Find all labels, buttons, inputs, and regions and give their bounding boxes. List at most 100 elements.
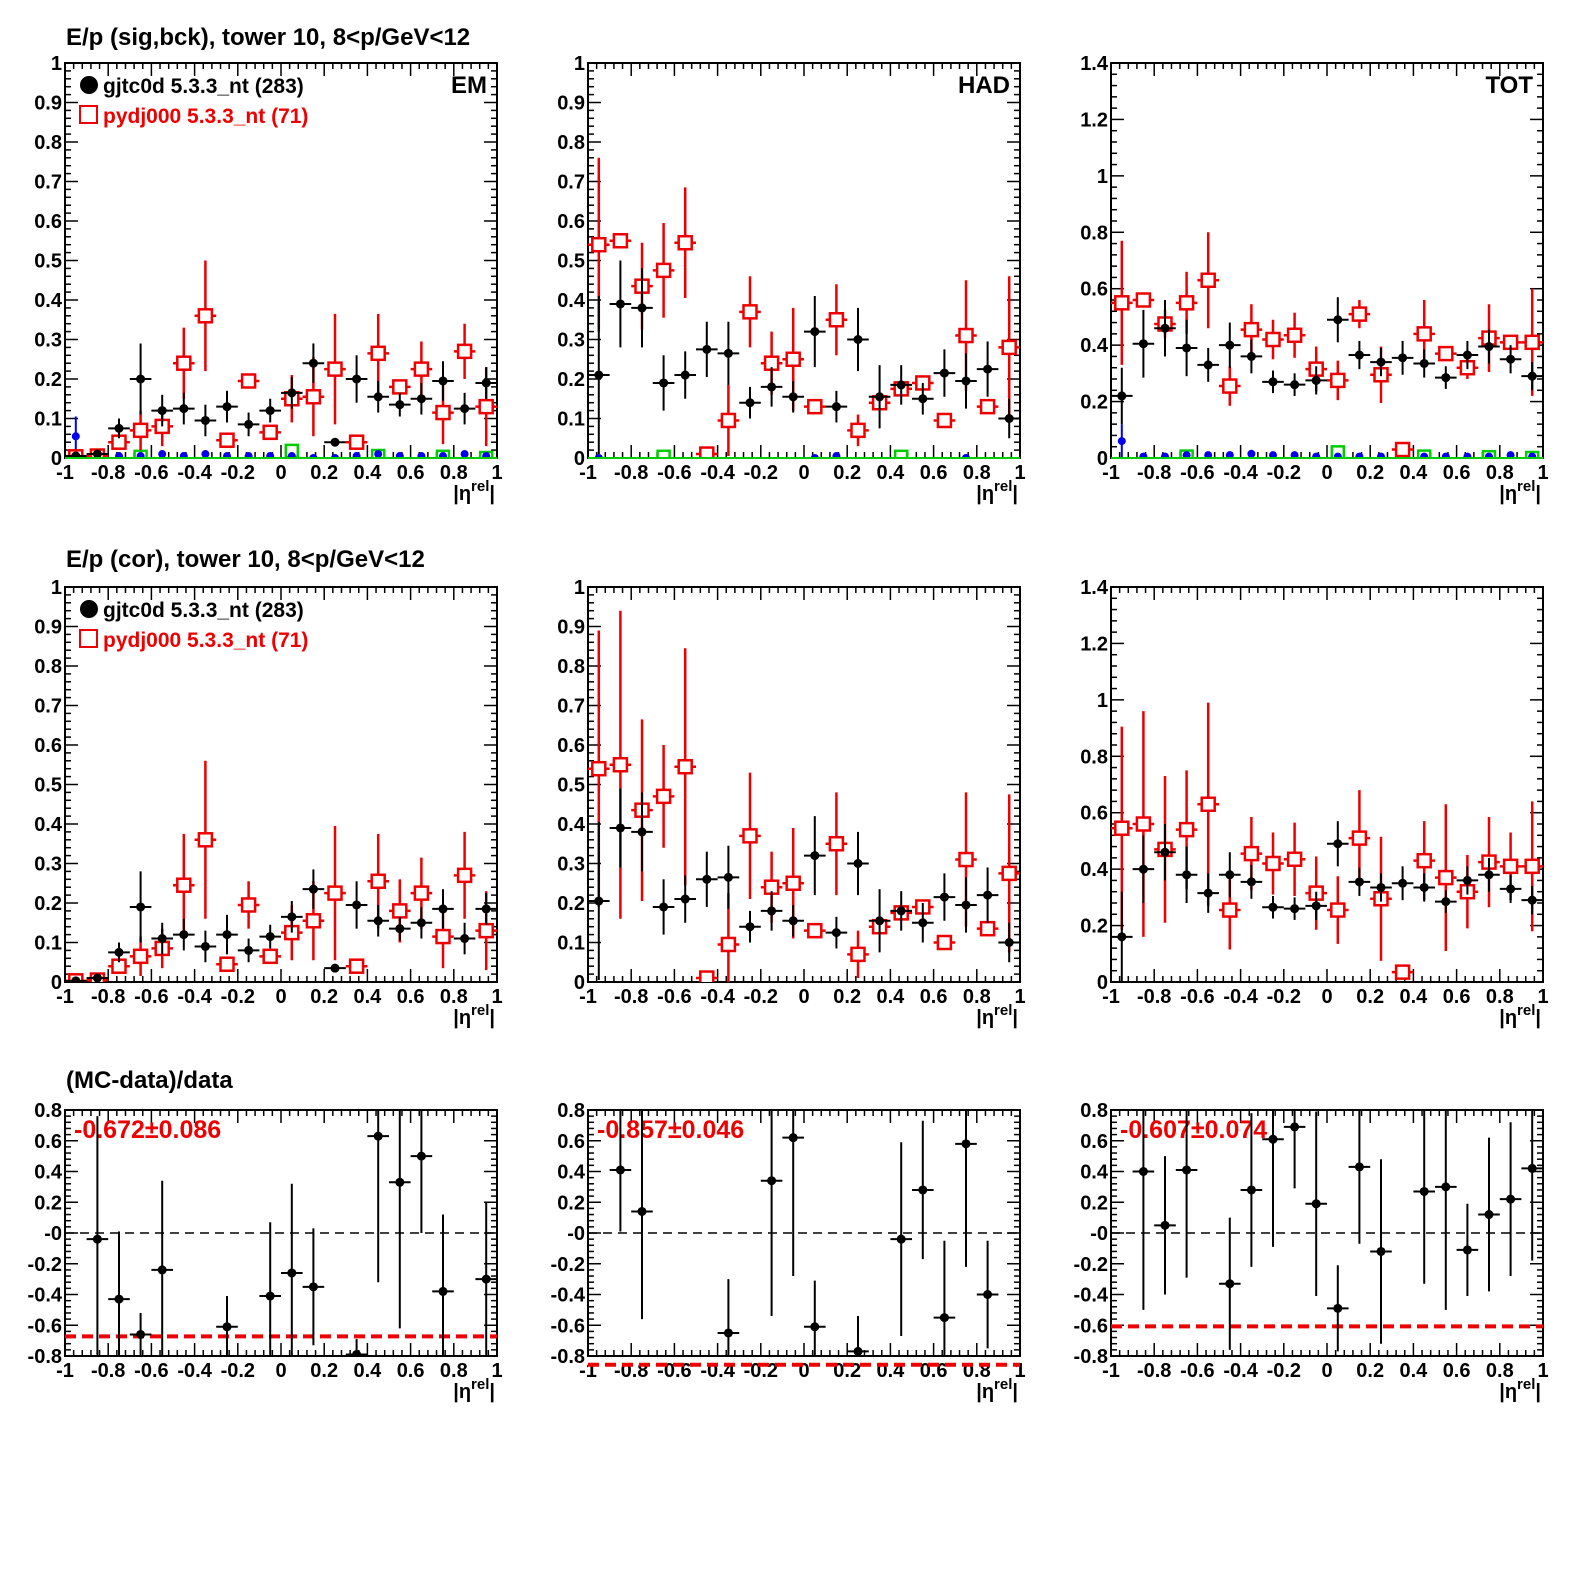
point-data	[1132, 309, 1155, 378]
data-marker	[1527, 1163, 1537, 1173]
data-marker	[244, 419, 254, 429]
mc-marker	[305, 913, 322, 929]
x-tick-label: -0.8	[1137, 462, 1171, 484]
point-data	[86, 1116, 109, 1356]
point-data	[281, 377, 303, 409]
data-marker	[1268, 902, 1278, 912]
point-data	[1154, 824, 1176, 881]
data-marker	[330, 963, 340, 973]
x-axis-title-sup: rel	[1517, 478, 1535, 495]
data-marker	[1376, 882, 1386, 892]
point-data	[410, 906, 433, 939]
mc-marker	[807, 398, 823, 415]
data-marker	[200, 415, 210, 425]
mc-marker	[1351, 830, 1368, 846]
x-tick-label: 1	[491, 1360, 502, 1382]
data-marker	[114, 423, 124, 433]
x-tick-label: 1	[491, 986, 502, 1008]
y-tick-label: 0.3	[557, 854, 585, 876]
data-marker	[1376, 357, 1386, 367]
x-axis-title-main: |η	[976, 1007, 994, 1029]
y-tick-label: -0	[44, 1223, 62, 1245]
y-tick-label: 0	[51, 448, 62, 470]
mc-marker	[655, 262, 672, 279]
mc-marker	[936, 934, 953, 951]
point-data	[173, 392, 195, 425]
data-marker	[222, 930, 232, 940]
point-data	[976, 867, 999, 923]
data-marker	[373, 916, 383, 926]
x-tick-label: 0.8	[440, 1360, 468, 1382]
data-marker	[179, 404, 189, 414]
point-data	[760, 1110, 783, 1317]
point-data	[1435, 1110, 1457, 1310]
mc-marker	[348, 434, 365, 450]
y-tick-label: 0.6	[1080, 279, 1108, 301]
series-layer	[588, 157, 1020, 458]
y-tick-label: 0.6	[34, 211, 62, 233]
point-data	[739, 910, 761, 943]
data-marker	[1290, 904, 1300, 914]
y-tick-label: 0	[1097, 448, 1108, 470]
panel-r3c1: -1 -0.8 -0.6 -0.4 -0.2 0 0.2 0.4 0.6 0.8 1-0.8-0.6…	[28, 1100, 503, 1403]
data-marker	[1441, 897, 1451, 907]
data-marker	[702, 874, 712, 884]
data-marker	[352, 1349, 362, 1356]
mc-marker	[1502, 858, 1519, 875]
mc-marker	[1001, 339, 1017, 356]
x-axis-title: |ηrel|	[1499, 478, 1541, 505]
point-mc	[1435, 345, 1457, 362]
point-data	[717, 321, 740, 385]
x-tick-label: -0.6	[657, 462, 691, 484]
point-data	[955, 877, 977, 933]
point-data	[890, 365, 912, 405]
point-data	[782, 1110, 804, 1277]
data-marker	[1354, 1162, 1364, 1172]
x-axis-title: |ηrel|	[1499, 1376, 1541, 1403]
y-tick-label: 0.2	[557, 893, 585, 915]
y-tick-label: -0	[567, 1223, 585, 1245]
legend-data-marker	[80, 600, 98, 618]
y-tick-label: -0	[1090, 1223, 1108, 1245]
data-marker	[330, 437, 340, 447]
data-marker	[983, 1290, 993, 1299]
point-mc	[696, 970, 718, 982]
data-marker	[831, 402, 841, 412]
point-mc	[652, 222, 675, 318]
point-mc	[1391, 964, 1414, 980]
point-data	[1456, 340, 1479, 370]
mc-marker	[1330, 372, 1346, 389]
data-marker	[1117, 932, 1127, 942]
x-tick-label: 0	[275, 986, 286, 1008]
point-data	[216, 390, 238, 423]
point-bck_data	[374, 450, 383, 458]
x-tick-label: -0.8	[91, 462, 125, 484]
point-mc	[216, 956, 238, 972]
x-axis-title-main: |η	[1499, 483, 1517, 505]
point-data	[475, 893, 497, 925]
data-marker	[853, 859, 863, 868]
mc-marker	[132, 422, 149, 439]
point-data	[631, 1110, 653, 1320]
point-data	[194, 930, 217, 963]
mc-marker	[413, 885, 430, 901]
x-axis-title-sup: rel	[994, 1002, 1012, 1019]
panel-r2c1: -1 -0.8 -0.6 -0.4 -0.2 0 0.2 0.4 0.6 0.8 1 0 0.1 0.2 0…	[34, 577, 502, 1029]
y-tick-label: 0.4	[34, 814, 63, 836]
data-marker	[1203, 888, 1213, 898]
point-mc	[652, 745, 675, 848]
point-data	[151, 394, 173, 427]
point-data	[890, 1142, 912, 1337]
x-axis-title-main: |η	[453, 1381, 471, 1403]
y-tick-label: -0.6	[28, 1315, 62, 1337]
data-marker	[896, 906, 906, 916]
point-mc	[1499, 334, 1522, 351]
point-mc	[825, 792, 848, 896]
x-axis-title-sup: rel	[471, 1376, 489, 1393]
mc-marker	[435, 928, 451, 945]
x-tick-label: 0.8	[1486, 986, 1514, 1008]
point-mc	[237, 373, 260, 389]
point-bck_data	[1528, 452, 1537, 458]
point-data	[1283, 1110, 1306, 1189]
